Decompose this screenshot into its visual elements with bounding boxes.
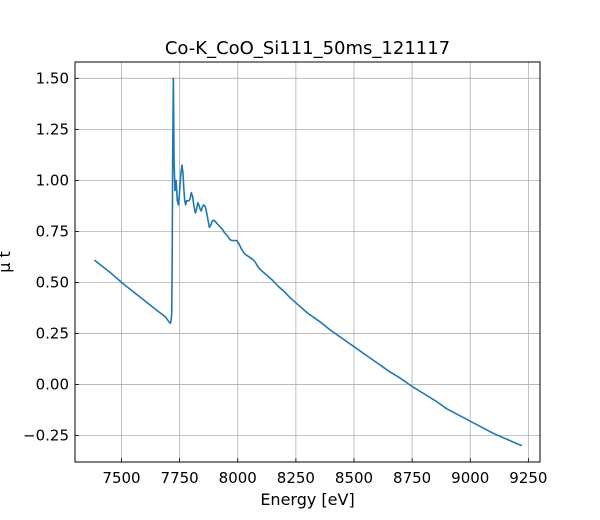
x-tick-label: 8250 [277, 469, 315, 487]
y-tick-label: 0.00 [36, 375, 69, 393]
x-axis-label: Energy [eV] [260, 490, 354, 509]
plot-frame [74, 61, 541, 463]
x-tick-label: 7500 [102, 469, 140, 487]
series-layer [93, 77, 523, 447]
x-tick-label: 8750 [393, 469, 431, 487]
x-tick-label: 8000 [219, 469, 257, 487]
y-tick-label: 1.00 [36, 171, 69, 189]
grid [75, 62, 540, 462]
y-tick-label: 1.25 [36, 120, 69, 138]
y-tick-label: −0.25 [23, 426, 69, 444]
x-tick-label: 8500 [335, 469, 373, 487]
y-tick-label: 0.25 [36, 324, 69, 342]
x-tick-label: 7750 [161, 469, 199, 487]
y-tick-label: 1.50 [36, 69, 69, 87]
y-tick-label: 0.50 [36, 273, 69, 291]
y-tick-label: 0.75 [36, 222, 69, 240]
x-tick-label: 9000 [451, 469, 489, 487]
x-tick-label: 9250 [509, 469, 547, 487]
ticks: 7500 7750 8000 8250 8500 8750 9000 9250 −0.25 0.0… [23, 69, 547, 487]
series-line [93, 77, 523, 447]
chart-title: Co-K_CoO_Si111_50ms_121117 [165, 38, 450, 59]
y-axis-label: μ t [0, 251, 14, 273]
